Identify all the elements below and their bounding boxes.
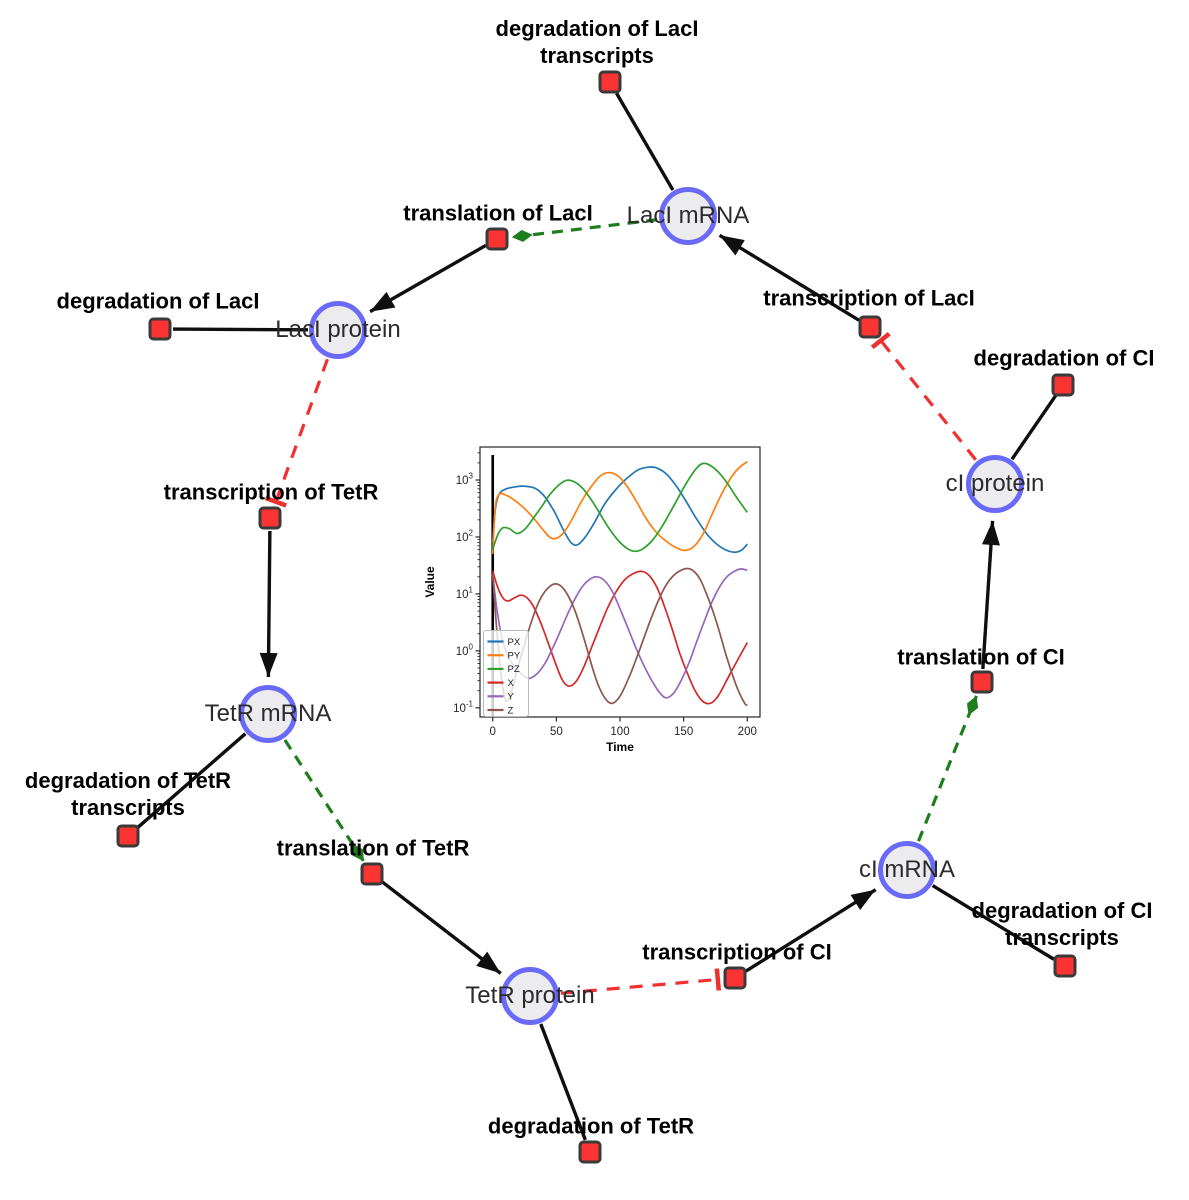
reaction-node-translation-ci[interactable] xyxy=(970,670,994,694)
edge-inhibition-tetr-protein-to-transcription-ci xyxy=(560,968,722,995)
edge-catalysis-tetr-mrna-to-translation-tetr xyxy=(283,739,366,863)
reaction-node-translation-laci[interactable] xyxy=(485,227,509,251)
edge-production-translation-laci-to-laci-protein xyxy=(369,243,487,314)
edge-production-transcription-tetr-to-tetr-mrna xyxy=(259,530,278,678)
species-node-tetr-mrna[interactable] xyxy=(239,685,297,743)
edge-catalysis-ci-mrna-to-translation-ci xyxy=(917,695,979,842)
edge-consumption-laci-protein-to-deg-laci xyxy=(172,327,309,332)
svg-text:200: 200 xyxy=(738,726,757,738)
reaction-node-deg-laci[interactable] xyxy=(148,317,172,341)
species-node-laci-mrna[interactable] xyxy=(659,187,717,245)
chart-series-PY xyxy=(491,461,748,555)
edge-consumption-laci-mrna-to-deg-laci-transcripts xyxy=(615,92,675,191)
species-node-laci-protein[interactable] xyxy=(309,301,367,359)
species-node-ci-protein[interactable] xyxy=(966,455,1024,513)
svg-text:101: 101 xyxy=(456,585,474,601)
reaction-node-deg-tetr[interactable] xyxy=(578,1140,602,1164)
reaction-node-deg-tetr-transcripts[interactable] xyxy=(116,824,140,848)
svg-text:102: 102 xyxy=(456,528,474,544)
chart-series-X xyxy=(491,570,749,705)
svg-text:103: 103 xyxy=(456,472,474,488)
legend-entry-PX: PX xyxy=(508,637,521,648)
chart-legend: PX PY PZ XYZ xyxy=(483,630,529,717)
svg-text:10-1: 10-1 xyxy=(453,699,473,715)
edge-consumption-tetr-mrna-to-deg-tetr-transcripts xyxy=(136,732,247,829)
edge-consumption-ci-mrna-to-deg-ci-transcripts xyxy=(931,884,1055,961)
svg-text:100: 100 xyxy=(610,726,629,738)
legend-entry-X: X xyxy=(508,678,515,689)
reaction-node-transcription-tetr[interactable] xyxy=(258,506,282,530)
edge-production-transcription-laci-to-laci-mrna xyxy=(718,233,860,322)
svg-text:100: 100 xyxy=(456,642,474,658)
chart-ylabel: Value xyxy=(423,566,437,598)
species-node-tetr-protein[interactable] xyxy=(501,967,559,1025)
edge-production-transcription-ci-to-ci-mrna xyxy=(745,888,877,973)
edge-consumption-tetr-protein-to-deg-tetr xyxy=(539,1023,587,1141)
reaction-node-deg-laci-transcripts[interactable] xyxy=(598,70,622,94)
reaction-node-deg-ci-transcripts[interactable] xyxy=(1053,954,1077,978)
reaction-node-translation-tetr[interactable] xyxy=(360,862,384,886)
edge-catalysis-laci-mrna-to-translation-laci xyxy=(511,218,658,242)
chart-series-PZ xyxy=(491,462,748,553)
svg-text:150: 150 xyxy=(674,726,693,738)
svg-text:50: 50 xyxy=(550,726,563,738)
legend-entry-PZ: PZ xyxy=(508,664,520,675)
svg-text:0: 0 xyxy=(490,726,496,738)
legend-entry-Y: Y xyxy=(508,692,515,703)
reaction-node-transcription-ci[interactable] xyxy=(723,966,747,990)
legend-entry-Z: Z xyxy=(508,705,514,716)
edge-inhibition-laci-protein-to-transcription-tetr xyxy=(264,358,329,508)
chart-series-Y xyxy=(491,568,748,699)
edge-inhibition-ci-protein-to-transcription-laci xyxy=(870,331,977,461)
edge-consumption-ci-protein-to-deg-ci xyxy=(1010,394,1058,461)
chart-series-PX xyxy=(491,466,748,554)
edge-production-translation-ci-to-ci-protein xyxy=(981,520,1000,670)
edge-production-translation-tetr-to-tetr-protein xyxy=(381,880,502,975)
legend-entry-PY: PY xyxy=(508,651,521,662)
reaction-node-deg-ci[interactable] xyxy=(1051,373,1075,397)
species-node-ci-mrna[interactable] xyxy=(878,841,936,899)
chart-xlabel: Time xyxy=(606,740,634,754)
